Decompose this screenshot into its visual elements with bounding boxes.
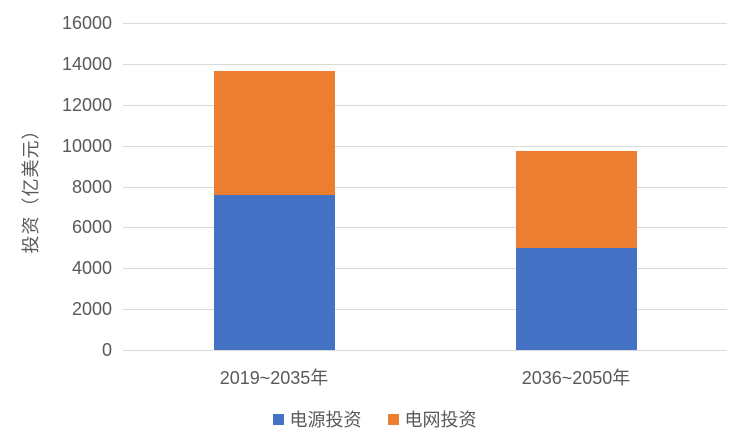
gridline xyxy=(123,145,727,147)
legend: 电源投资 电网投资 xyxy=(0,406,749,432)
legend-item-power-source[interactable]: 电源投资 xyxy=(272,406,362,432)
y-axis-tick-label: 2000 xyxy=(71,299,112,320)
y-axis-tick-label: 0 xyxy=(101,340,112,360)
x-axis-label: 2019~2035年 xyxy=(219,368,329,388)
bar-segment-series0-cat0[interactable] xyxy=(213,194,335,350)
gridline xyxy=(123,23,727,24)
gridline xyxy=(123,309,727,311)
x-axis-label: 2036~2050年 xyxy=(521,368,631,388)
y-axis-tick-label: 10000 xyxy=(61,135,112,156)
y-axis-tick-label: 4000 xyxy=(71,258,112,279)
y-axis-tick-label: 14000 xyxy=(61,53,112,74)
gridline xyxy=(123,268,727,270)
gridline xyxy=(123,350,727,351)
bar-segment-series0-cat1[interactable] xyxy=(515,247,637,350)
legend-swatch-grid xyxy=(387,413,399,425)
legend-item-grid[interactable]: 电网投资 xyxy=(387,406,477,432)
gridline xyxy=(123,227,727,229)
y-axis-tick-label: 12000 xyxy=(61,94,112,115)
y-axis-tick-label: 16000 xyxy=(61,13,112,33)
legend-swatch-power-source xyxy=(272,413,284,425)
bar-segment-series1-cat1[interactable] xyxy=(515,150,637,248)
gridline xyxy=(123,186,727,188)
gridline xyxy=(123,63,727,65)
legend-label: 电源投资 xyxy=(289,410,362,430)
y-axis-tick-label: 6000 xyxy=(71,217,112,238)
bar-segment-series1-cat0[interactable] xyxy=(213,71,335,195)
y-axis-tick-label: 8000 xyxy=(71,176,112,197)
legend-label: 电网投资 xyxy=(404,410,477,430)
gridline xyxy=(123,104,727,106)
